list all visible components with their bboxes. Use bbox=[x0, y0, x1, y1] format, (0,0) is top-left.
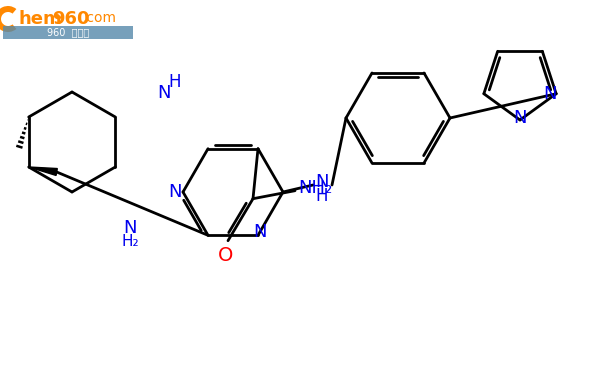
FancyBboxPatch shape bbox=[3, 26, 133, 39]
Text: .com: .com bbox=[83, 11, 117, 25]
Text: N: N bbox=[543, 85, 557, 103]
Text: H: H bbox=[168, 73, 180, 91]
Text: H₂: H₂ bbox=[121, 234, 139, 249]
Text: NH₂: NH₂ bbox=[298, 179, 332, 197]
Polygon shape bbox=[28, 167, 57, 176]
Text: 960  化工网: 960 化工网 bbox=[47, 27, 89, 37]
Text: O: O bbox=[218, 246, 234, 265]
Text: N: N bbox=[253, 223, 267, 241]
Text: 960: 960 bbox=[52, 10, 90, 28]
Text: N: N bbox=[315, 173, 329, 191]
Text: H: H bbox=[316, 187, 329, 205]
Text: N: N bbox=[168, 183, 182, 201]
Wedge shape bbox=[0, 6, 16, 32]
Text: N: N bbox=[123, 219, 137, 237]
Text: N: N bbox=[513, 109, 527, 127]
Text: N: N bbox=[157, 84, 171, 102]
Text: hem: hem bbox=[18, 10, 62, 28]
